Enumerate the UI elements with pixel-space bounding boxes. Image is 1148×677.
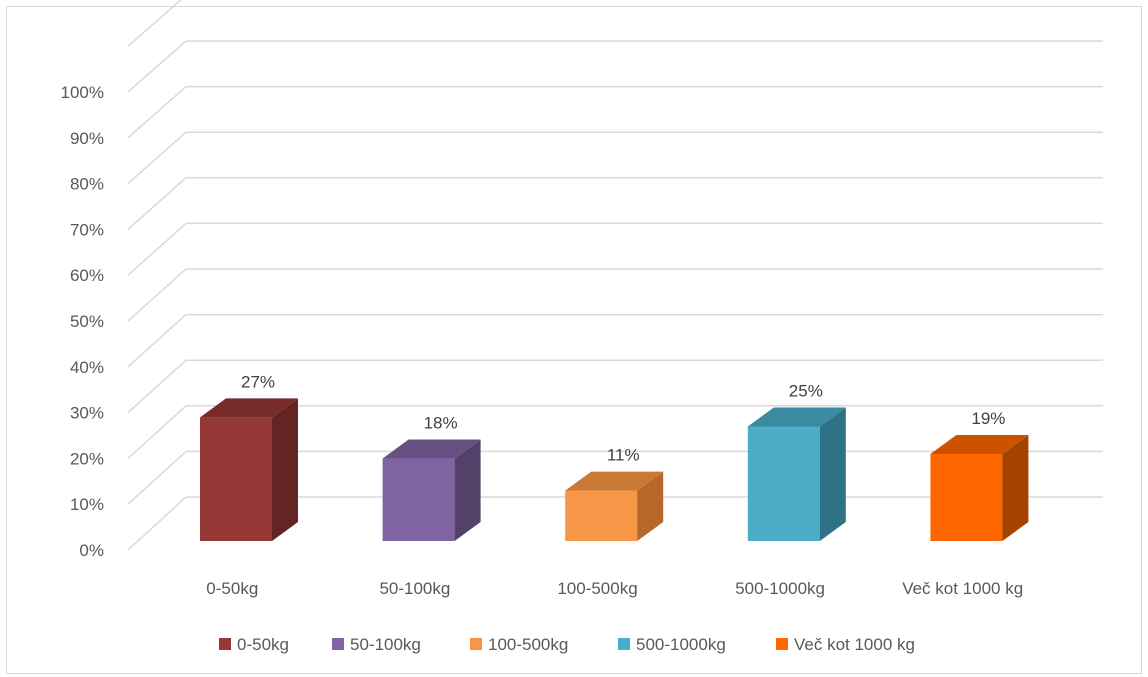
- y-tick-label: 10%: [70, 495, 104, 514]
- gridline-floor: [127, 405, 187, 459]
- bar-front: [565, 490, 638, 541]
- bar-top: [930, 434, 1029, 454]
- bar-side: [637, 471, 664, 541]
- y-tick-label: 30%: [70, 404, 104, 423]
- legend-label: 0-50kg: [237, 635, 289, 654]
- data-label: 25%: [789, 382, 823, 401]
- bars: [200, 398, 1029, 541]
- x-category-label: Več kot 1000 kg: [902, 579, 1023, 598]
- y-tick-label: 40%: [70, 358, 104, 377]
- gridline-floor: [127, 0, 182, 47]
- legend-swatch: [618, 638, 630, 650]
- bar-front: [930, 453, 1003, 541]
- gridline-floor: [127, 222, 187, 276]
- y-axis-ticks: 0% 10% 20% 30% 40% 50% 60% 70% 80% 90% 100%: [61, 83, 104, 560]
- bar-front: [200, 417, 272, 541]
- y-tick-label: 80%: [70, 175, 104, 194]
- data-labels: 27% 18% 11% 25% 19%: [241, 372, 1005, 464]
- x-axis-categories: 0-50kg 50-100kg 100-500kg 500-1000kg Več kot…: [206, 579, 1023, 598]
- y-tick-label: 100%: [61, 83, 104, 102]
- legend-swatch: [332, 638, 344, 650]
- bar-front: [747, 426, 820, 541]
- x-category-label: 50-100kg: [379, 579, 450, 598]
- legend: 0-50kg 50-100kg 100-500kg 500-1000kg Več kot…: [219, 635, 915, 654]
- x-category-label: 500-1000kg: [735, 579, 825, 598]
- bar-top: [565, 471, 664, 491]
- chart-frame: [6, 6, 1142, 674]
- gridline-floor: [127, 177, 187, 230]
- legend-swatch: [470, 638, 482, 650]
- gridline-floor: [127, 496, 187, 551]
- data-label: 19%: [971, 409, 1005, 428]
- data-label: 18%: [424, 414, 458, 433]
- legend-label: 500-1000kg: [636, 635, 726, 654]
- y-tick-label: 20%: [70, 449, 104, 468]
- y-tick-label: 60%: [70, 266, 104, 285]
- legend-label: 100-500kg: [488, 635, 568, 654]
- gridline-floor: [127, 86, 187, 139]
- bar-side: [272, 398, 298, 541]
- y-tick-label: 0%: [79, 541, 104, 560]
- x-category-label: 0-50kg: [206, 579, 258, 598]
- data-label: 11%: [607, 446, 640, 465]
- bar-top: [200, 398, 298, 418]
- gridline-floor: [127, 359, 187, 414]
- x-category-label: 100-500kg: [557, 579, 637, 598]
- bar-top: [747, 407, 846, 427]
- bar-front: [382, 458, 455, 541]
- bar-top: [382, 439, 481, 459]
- bar-side: [454, 439, 481, 541]
- gridline-floor: [127, 450, 187, 505]
- y-tick-label: 90%: [70, 129, 104, 148]
- gridline-floor: [127, 268, 187, 322]
- y-tick-label: 70%: [70, 220, 104, 239]
- gridline-floor: [127, 314, 187, 368]
- bar-side: [819, 407, 846, 541]
- gridline-floor: [127, 40, 187, 93]
- legend-label: 50-100kg: [350, 635, 421, 654]
- legend-label: Več kot 1000 kg: [794, 635, 915, 654]
- gridline-floor: [127, 131, 187, 185]
- y-tick-label: 50%: [70, 312, 104, 331]
- data-label: 27%: [241, 372, 275, 391]
- legend-swatch: [776, 638, 788, 650]
- bar-side: [1002, 434, 1029, 541]
- legend-swatch: [219, 638, 231, 650]
